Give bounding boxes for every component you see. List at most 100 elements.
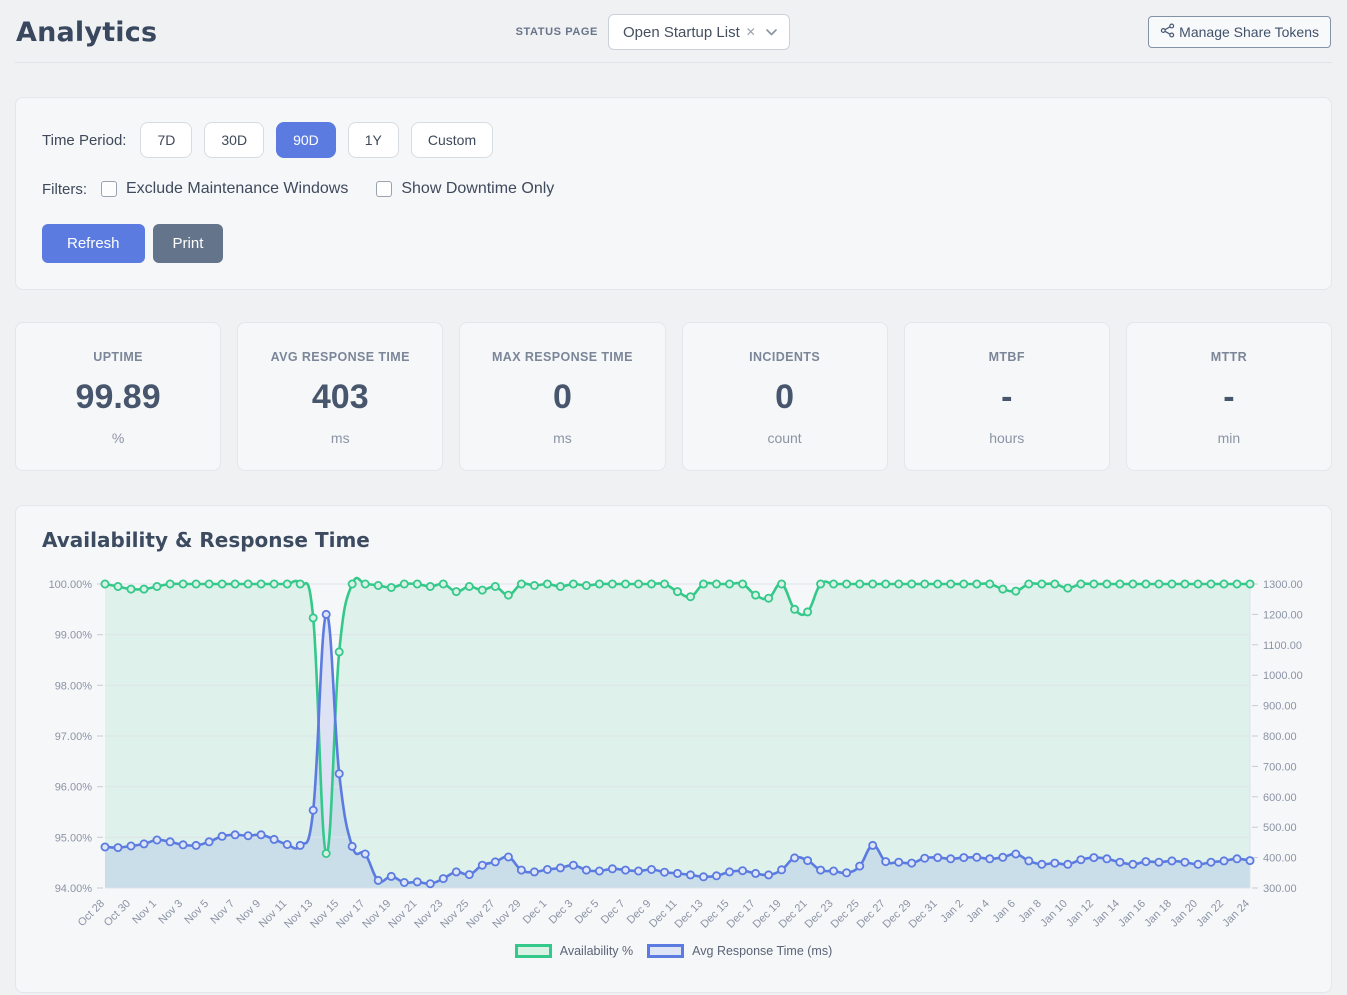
stat-label: UPTIME [93, 350, 143, 364]
svg-text:Jan 6: Jan 6 [990, 898, 1018, 926]
svg-text:Nov 27: Nov 27 [464, 898, 497, 931]
status-page-group: STATUS PAGE Open Startup List ✕ [516, 14, 790, 50]
stat-card-incidents: INCIDENTS 0 count [681, 322, 888, 471]
stat-unit: ms [553, 430, 572, 446]
stat-unit: count [767, 430, 802, 446]
svg-text:Jan 20: Jan 20 [1168, 898, 1200, 930]
svg-text:1300.00: 1300.00 [1263, 579, 1303, 591]
clear-selection-icon[interactable]: ✕ [745, 25, 756, 39]
response-time-legend-label: Avg Response Time (ms) [692, 944, 833, 958]
time-period-label: Time Period: [42, 131, 127, 149]
svg-text:800.00: 800.00 [1263, 731, 1297, 743]
svg-text:97.00%: 97.00% [55, 731, 93, 743]
stat-card-mttr: MTTR - min [1125, 322, 1332, 471]
svg-text:1100.00: 1100.00 [1263, 640, 1302, 652]
legend-item-availability[interactable]: Availability % [514, 944, 634, 958]
time-period-row: Time Period: 7D 30D 90D 1Y Custom [42, 122, 1305, 158]
svg-text:600.00: 600.00 [1263, 792, 1297, 804]
svg-text:900.00: 900.00 [1263, 701, 1297, 713]
svg-text:Dec 23: Dec 23 [803, 898, 836, 931]
svg-text:99.00%: 99.00% [55, 630, 93, 642]
svg-text:Dec 7: Dec 7 [599, 898, 628, 927]
stat-label: MTTR [1210, 350, 1248, 364]
response-time-legend-swatch [647, 944, 685, 958]
exclude-maintenance-checkbox[interactable] [101, 181, 117, 197]
filters-panel: Time Period: 7D 30D 90D 1Y Custom Filter… [15, 97, 1332, 290]
stat-card-mtbf: MTBF - hours [903, 322, 1110, 471]
exclude-maintenance-label: Exclude Maintenance Windows [126, 180, 349, 197]
stat-unit: % [111, 430, 125, 446]
chart-panel: Availability & Response Time 100.00% 99.0… [15, 505, 1332, 993]
availability-legend-swatch [514, 944, 552, 958]
svg-text:Jan 2: Jan 2 [938, 898, 966, 926]
header: Analytics STATUS PAGE Open Startup List … [0, 0, 1347, 62]
legend-item-response-time[interactable]: Avg Response Time (ms) [647, 944, 832, 958]
filters-row: Filters: Exclude Maintenance Windows Sho… [42, 180, 1305, 198]
svg-text:94.00%: 94.00% [55, 883, 93, 895]
stat-card-uptime: UPTIME 99.89 % [15, 322, 222, 471]
svg-text:Dec 1: Dec 1 [521, 898, 550, 927]
show-downtime-label: Show Downtime Only [401, 180, 555, 197]
chart-legend: Availability % Avg Response Time (ms) [16, 944, 1331, 958]
checkbox-show-downtime[interactable]: Show Downtime Only [376, 180, 554, 198]
stat-value: 0 [775, 378, 795, 416]
svg-text:Jan 10: Jan 10 [1038, 898, 1070, 930]
stat-card-avg-response: AVG RESPONSE TIME 403 ms [237, 322, 444, 471]
stat-value: 403 [311, 378, 369, 416]
svg-text:Nov 5: Nov 5 [182, 898, 211, 927]
svg-text:Dec 31: Dec 31 [907, 898, 940, 931]
svg-text:Jan 16: Jan 16 [1116, 898, 1148, 930]
stat-value: 99.89 [75, 378, 161, 416]
svg-text:Jan 4: Jan 4 [964, 898, 992, 926]
stat-unit: ms [330, 430, 350, 446]
svg-text:Jan 18: Jan 18 [1142, 898, 1174, 930]
availability-response-chart[interactable]: 100.00% 99.00% 98.00% 97.00% 96.00% 95.00% 94.… [16, 562, 1329, 942]
period-button-90d[interactable]: 90D [276, 122, 336, 158]
svg-text:96.00%: 96.00% [55, 782, 93, 794]
period-button-1y[interactable]: 1Y [347, 122, 399, 158]
chevron-down-icon[interactable] [765, 23, 777, 41]
period-button-7d[interactable]: 7D [140, 122, 193, 158]
chart-title: Availability & Response Time [42, 528, 370, 552]
manage-share-tokens-button[interactable]: Manage Share Tokens [1148, 16, 1332, 48]
stat-label: MTBF [988, 350, 1025, 364]
svg-text:1200.00: 1200.00 [1263, 609, 1303, 621]
stats-row: UPTIME 99.89 % AVG RESPONSE TIME 403 ms … [15, 322, 1332, 471]
period-button-30d[interactable]: 30D [204, 122, 265, 158]
period-button-custom[interactable]: Custom [410, 122, 494, 158]
filters-label: Filters: [42, 180, 87, 198]
stat-label: INCIDENTS [749, 350, 821, 364]
svg-text:Nov 29: Nov 29 [490, 898, 523, 931]
manage-share-tokens-label: Manage Share Tokens [1179, 24, 1320, 40]
svg-text:Oct 28: Oct 28 [76, 898, 107, 929]
svg-text:Jan 12: Jan 12 [1064, 898, 1096, 930]
stat-label: AVG RESPONSE TIME [270, 350, 410, 364]
status-page-label: STATUS PAGE [515, 26, 598, 38]
stat-label: MAX RESPONSE TIME [491, 350, 633, 364]
svg-text:Jan 22: Jan 22 [1194, 898, 1226, 930]
svg-text:Nov 7: Nov 7 [208, 898, 237, 927]
stat-card-max-response: MAX RESPONSE TIME 0 ms [459, 322, 666, 471]
svg-text:Oct 30: Oct 30 [102, 898, 133, 929]
svg-text:500.00: 500.00 [1263, 822, 1297, 834]
status-page-select[interactable]: Open Startup List ✕ [608, 14, 790, 50]
svg-text:Dec 3: Dec 3 [547, 898, 576, 927]
refresh-button[interactable]: Refresh [42, 224, 145, 263]
svg-text:100.00%: 100.00% [49, 579, 93, 591]
svg-text:400.00: 400.00 [1263, 853, 1297, 865]
print-button[interactable]: Print [152, 224, 224, 263]
svg-text:1000.00: 1000.00 [1263, 670, 1303, 682]
header-divider [15, 62, 1332, 63]
svg-text:700.00: 700.00 [1263, 761, 1297, 773]
show-downtime-checkbox[interactable] [376, 181, 393, 197]
svg-text:98.00%: 98.00% [55, 680, 93, 692]
stat-value: - [1001, 378, 1013, 416]
svg-text:300.00: 300.00 [1263, 883, 1297, 895]
checkbox-exclude-maintenance[interactable]: Exclude Maintenance Windows [101, 180, 348, 198]
stat-unit: min [1217, 430, 1241, 446]
availability-legend-label: Availability % [559, 944, 634, 958]
stat-value: - [1223, 378, 1235, 416]
svg-text:Dec 15: Dec 15 [698, 898, 731, 931]
page-title: Analytics [16, 16, 158, 48]
svg-text:95.00%: 95.00% [55, 832, 93, 844]
